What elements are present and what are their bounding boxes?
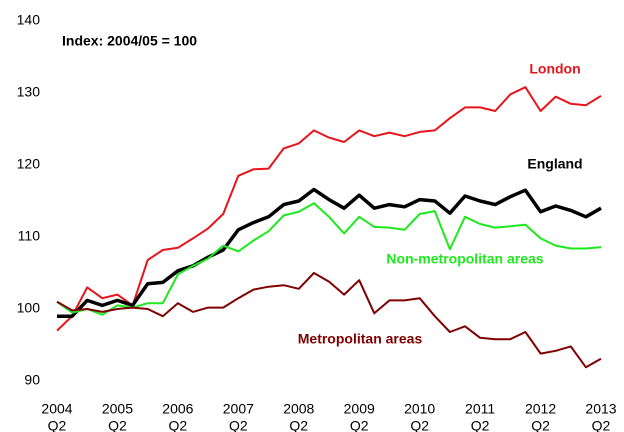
annotation: Index: 2004/05 = 100: [62, 33, 197, 49]
series-line: [56, 86, 602, 332]
x-tick-sublabel: Q2: [169, 418, 188, 432]
x-tick-sublabel: Q2: [108, 418, 127, 432]
x-tick-label: 2011: [465, 401, 495, 417]
y-tick-label: 110: [18, 228, 41, 244]
series-label: London: [529, 61, 580, 77]
series-line: [56, 202, 602, 316]
y-tick-label: 140: [17, 12, 41, 28]
x-tick-sublabel: Q2: [229, 418, 248, 432]
x-tick-sublabel: Q2: [48, 418, 67, 432]
x-tick-sublabel: Q2: [410, 418, 429, 432]
series-line: [56, 272, 602, 369]
x-tick-label: 2005: [102, 401, 133, 417]
x-tick-sublabel: Q2: [531, 418, 550, 432]
x-tick-label: 2009: [344, 401, 375, 417]
series-label: England: [527, 156, 582, 172]
x-tick-label: 2012: [525, 401, 556, 417]
series-label: Metropolitan areas: [298, 331, 423, 347]
y-tick-label: 90: [24, 372, 40, 388]
series-line: [57, 187, 602, 318]
x-tick-label: 2008: [283, 401, 314, 417]
x-tick-sublabel: Q2: [471, 418, 490, 432]
x-tick-sublabel: Q2: [289, 418, 308, 432]
y-tick-label: 130: [17, 84, 41, 100]
x-tick-sublabel: Q2: [592, 418, 611, 432]
series-label: Non-metropolitan areas: [386, 251, 543, 267]
x-tick-sublabel: Q2: [350, 418, 369, 432]
x-tick-label: 2007: [223, 401, 254, 417]
y-tick-label: 100: [17, 300, 41, 316]
x-tick-label: 2006: [162, 401, 193, 417]
y-tick-label: 120: [17, 156, 41, 172]
x-tick-label: 2010: [404, 401, 435, 417]
x-tick-label: 2004: [41, 401, 72, 417]
x-tick-label: 2013: [585, 401, 616, 417]
